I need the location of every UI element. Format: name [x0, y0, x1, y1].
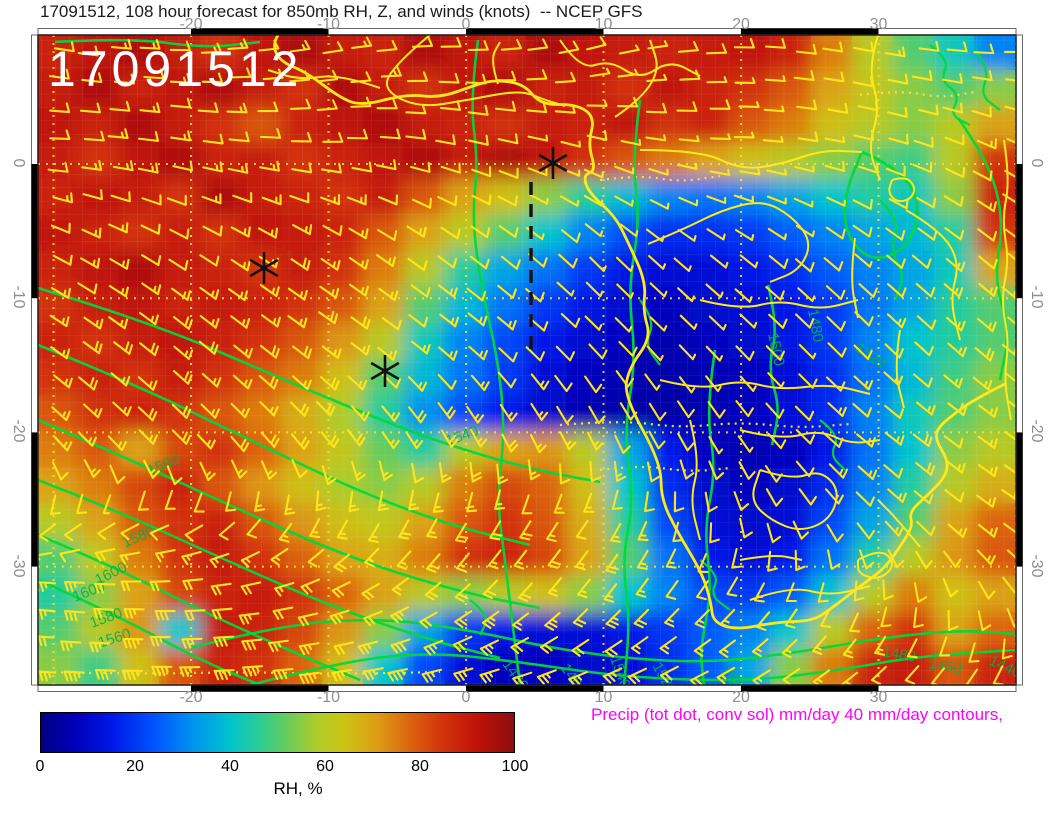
axis-tick-label: -20 — [179, 16, 203, 33]
asterisk-marker — [538, 147, 568, 179]
axis-tick-label: 0 — [10, 158, 27, 168]
rh-colorbar — [40, 712, 515, 753]
colorbar-tick-label: 80 — [411, 758, 429, 775]
axis-tick-label: 30 — [869, 16, 888, 33]
axis-tick-label: -20 — [1028, 419, 1045, 443]
axis-tick-label: 30 — [869, 689, 888, 706]
axis-tick-label: -10 — [10, 285, 27, 309]
rh-colorbar-gradient — [41, 713, 514, 752]
rh-colorbar-label: RH, % — [273, 779, 323, 798]
axis-tick-label: -30 — [10, 554, 27, 578]
axis-tick-label: -10 — [316, 689, 341, 706]
colorbar-tick-label: 40 — [221, 758, 239, 775]
axis-tick-label: -30 — [1028, 554, 1045, 578]
init-time-stamp: 17091512 — [48, 41, 302, 97]
axis-tick-label: -20 — [10, 419, 27, 443]
z-contour-label: 1480 — [804, 308, 827, 344]
axis-tick-label: 10 — [594, 689, 613, 706]
precip-caption: Precip (tot dot, conv sol) mm/day 40 mm/… — [591, 705, 1003, 724]
page-title: 17091512, 108 hour forecast for 850mb RH… — [40, 2, 643, 21]
axis-tick-label: 20 — [732, 689, 750, 706]
colorbar-tick-label: 100 — [501, 758, 529, 775]
axis-tick-label: 20 — [732, 16, 750, 33]
z-contour-label: 1480 — [881, 643, 917, 666]
rh-colorbar-ticks: 0 20 40 60 80 100 — [0, 758, 1056, 778]
axis-tick-label: -10 — [316, 16, 341, 33]
z-contour-label: 1460 — [927, 655, 963, 678]
asterisk-marker — [249, 252, 279, 284]
axis-tick-label: 0 — [461, 16, 471, 33]
axis-tick-label: -20 — [179, 689, 203, 706]
wind-barbs — [38, 36, 1016, 685]
axis-tick-label: -10 — [1028, 285, 1045, 309]
colorbar-tick-label: 60 — [316, 758, 334, 775]
axis-tick-label: 10 — [594, 16, 613, 33]
axis-tick-label: 0 — [461, 689, 471, 706]
colorbar-tick-label: 0 — [35, 758, 45, 775]
colorbar-tick-label: 20 — [126, 758, 144, 775]
axis-tick-label: 0 — [1028, 158, 1045, 168]
asterisk-marker — [370, 355, 400, 387]
